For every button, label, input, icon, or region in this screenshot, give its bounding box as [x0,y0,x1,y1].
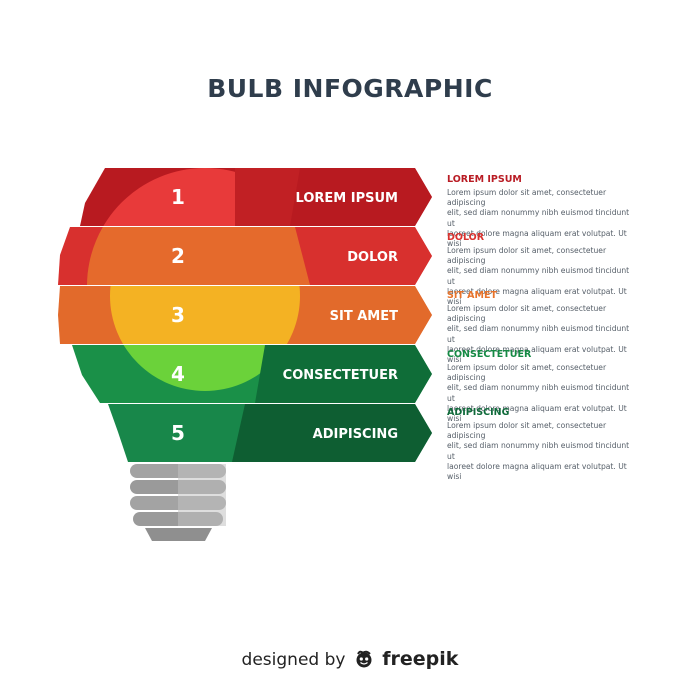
description-text-2: Lorem ipsum dolor sit amet, consectetuer… [447,246,637,307]
band-label-1: LOREM IPSUM [296,191,398,206]
description-line: laoreet dolore magna aliquam erat volutp… [447,228,627,249]
bulb-band-3 [58,286,432,344]
description-line: Lorem ipsum dolor sit amet, consectetuer… [447,304,607,324]
band-label-4: CONSECTETUER [283,368,398,383]
description-line: elit, sed diam nonummy nibh euismod tinc… [447,266,630,286]
freepik-logo-icon [354,650,374,673]
page-title: BULB INFOGRAPHIC [207,74,493,103]
description-heading-3: SIT AMET [447,290,497,301]
band-label-5: ADIPISCING [313,427,398,442]
bulb-base [130,464,226,541]
description-item-1: LOREM IPSUM Lorem ipsum dolor sit amet, … [447,174,637,249]
description-line: elit, sed diam nonummy nibh euismod tinc… [447,208,630,228]
credit-line: designed by freepik [0,648,700,673]
description-line: laoreet dolore magna aliquam erat volutp… [447,286,627,307]
bulb-band-5 [108,404,432,462]
description-item-4: CONSECTETUER Lorem ipsum dolor sit amet,… [447,349,637,424]
description-text-3: Lorem ipsum dolor sit amet, consectetuer… [447,304,637,365]
bulb-band-1 [80,168,432,226]
description-text-5: Lorem ipsum dolor sit amet, consectetuer… [447,421,637,482]
description-text-4: Lorem ipsum dolor sit amet, consectetuer… [447,363,637,424]
description-line: laoreet dolore magna aliquam erat volutp… [447,344,627,365]
description-heading-2: DOLOR [447,232,485,243]
description-line: elit, sed diam nonummy nibh euismod tinc… [447,383,630,403]
bulb-band-2 [58,227,432,285]
band-label-2: DOLOR [347,250,398,265]
band-label-3: SIT AMET [330,309,398,324]
band-number-4: 4 [171,362,185,386]
description-line: elit, sed diam nonummy nibh euismod tinc… [447,324,630,344]
description-item-2: DOLOR Lorem ipsum dolor sit amet, consec… [447,232,637,307]
credit-brand[interactable]: freepik [382,648,459,670]
description-line: Lorem ipsum dolor sit amet, consectetuer… [447,246,607,266]
band-number-2: 2 [171,244,185,268]
description-item-3: SIT AMET Lorem ipsum dolor sit amet, con… [447,290,637,365]
description-heading-5: ADIPISCING [447,407,510,418]
description-line: laoreet dolore magna aliquam erat volutp… [447,403,627,424]
description-line: elit, sed diam nonummy nibh euismod tinc… [447,441,630,461]
credit-prefix: designed by [241,650,346,670]
band-number-3: 3 [171,303,185,327]
description-line: Lorem ipsum dolor sit amet, consectetuer… [447,363,607,383]
bulb-band-4 [72,345,432,403]
description-line: Lorem ipsum dolor sit amet, consectetuer… [447,188,607,208]
description-line: laoreet dolore magna aliquam erat volutp… [447,461,627,482]
band-number-1: 1 [171,185,185,209]
description-item-5: ADIPISCING Lorem ipsum dolor sit amet, c… [447,407,637,482]
band-number-5: 5 [171,421,185,445]
description-text-1: Lorem ipsum dolor sit amet, consectetuer… [447,188,637,249]
description-heading-4: CONSECTETUER [447,349,532,360]
description-line: Lorem ipsum dolor sit amet, consectetuer… [447,421,607,441]
description-heading-1: LOREM IPSUM [447,174,522,185]
